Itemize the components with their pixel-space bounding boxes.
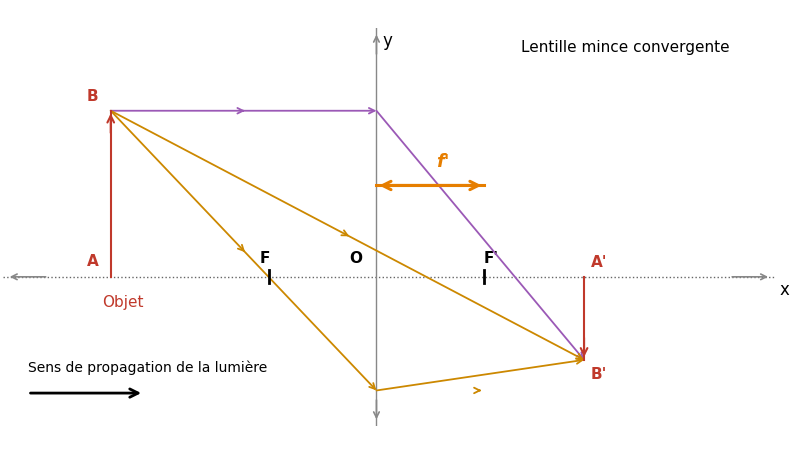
Text: f': f' bbox=[436, 153, 449, 171]
Text: F: F bbox=[259, 251, 270, 266]
Text: y: y bbox=[382, 32, 392, 50]
Text: O: O bbox=[349, 251, 362, 266]
Text: Objet: Objet bbox=[102, 295, 144, 310]
Text: F': F' bbox=[483, 251, 498, 266]
Text: Sens de propagation de la lumière: Sens de propagation de la lumière bbox=[28, 360, 267, 375]
Text: B: B bbox=[87, 89, 98, 104]
Text: Lentille mince convergente: Lentille mince convergente bbox=[521, 40, 730, 55]
Text: A': A' bbox=[591, 255, 607, 270]
Text: A: A bbox=[86, 253, 98, 268]
Text: x: x bbox=[779, 281, 789, 299]
Text: B': B' bbox=[591, 366, 607, 381]
